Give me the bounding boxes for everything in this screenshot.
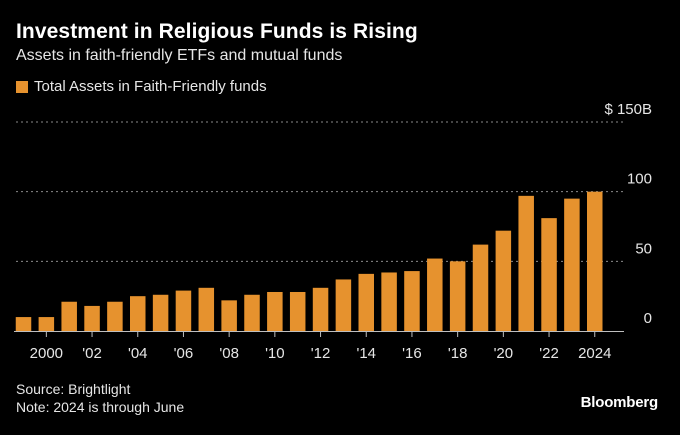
bar-2000 [38, 317, 55, 331]
bar-2012 [312, 287, 329, 331]
x-tick-label: '22 [539, 345, 559, 362]
bar-2015 [381, 272, 397, 331]
y-tick-label: $ 150B [604, 101, 652, 118]
bar-2016 [404, 271, 420, 331]
bar-2011 [289, 291, 306, 331]
source-note: Source: Brightlight [16, 381, 131, 397]
bar-2018 [449, 261, 466, 331]
bar-2001 [61, 301, 77, 331]
bar-2019 [472, 244, 489, 331]
y-tick-label: 0 [644, 310, 652, 327]
x-tick-label: '08 [219, 345, 239, 362]
x-tick-label: '18 [448, 345, 468, 362]
bar-2022 [541, 218, 557, 331]
legend: Total Assets in Faith-Friendly funds [16, 78, 267, 95]
axis-layer: 0 50 100 $ 150B 2000 '02 '04 '06 '08 '10 '12 '14 '16… [14, 101, 652, 362]
y-tick-label: 50 [635, 240, 652, 257]
x-tick-label: '06 [174, 345, 194, 362]
footnote: Note: 2024 is through June [16, 399, 185, 415]
bar-2024 [587, 191, 603, 331]
bar-2017 [427, 258, 443, 331]
bar-2007 [198, 287, 215, 331]
bar-2008 [221, 300, 237, 331]
bar-2005 [152, 294, 169, 331]
x-tick-label: '10 [265, 345, 285, 362]
x-tick-label: '16 [402, 345, 422, 362]
legend-label: Total Assets in Faith-Friendly funds [34, 78, 267, 95]
bar-2009 [244, 294, 260, 331]
bar-2003 [107, 301, 123, 331]
bar-2020 [495, 230, 512, 331]
chart-subtitle: Assets in faith-friendly ETFs and mutual… [16, 47, 343, 64]
x-tick-label: 2000 [30, 345, 63, 362]
x-tick-label: '20 [494, 345, 514, 362]
bar-2021 [518, 195, 534, 331]
x-tick-label: '14 [356, 345, 376, 362]
bar-2014 [358, 273, 374, 331]
y-tick-label: 100 [627, 171, 652, 188]
x-tick-label: '02 [82, 345, 102, 362]
x-tick-label: '04 [128, 345, 148, 362]
bar-2004 [130, 296, 146, 331]
brand-logo: Bloomberg [580, 394, 659, 411]
bars-layer [15, 191, 603, 331]
bar-1999 [15, 317, 32, 331]
bar-2013 [335, 279, 352, 331]
chart-title: Investment in Religious Funds is Rising [16, 20, 418, 43]
x-tick-label: '12 [311, 345, 331, 362]
bar-2002 [84, 305, 100, 331]
bar-2010 [267, 291, 283, 331]
legend-swatch [16, 80, 28, 93]
bar-2006 [175, 290, 192, 331]
footer: Source: Brightlight Note: 2024 is throug… [16, 380, 184, 416]
x-tick-label: 2024 [578, 345, 611, 362]
bar-2023 [564, 198, 580, 331]
